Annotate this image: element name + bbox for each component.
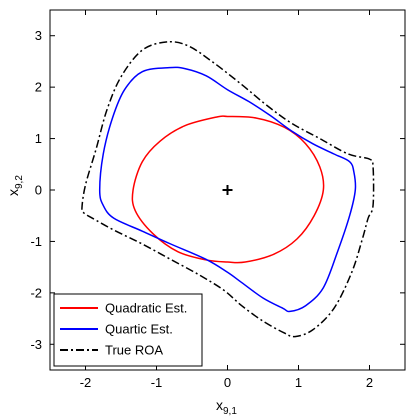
y-tick-label: 3 — [35, 28, 42, 43]
y-tick-label: -3 — [30, 337, 42, 352]
y-tick-label: -2 — [30, 285, 42, 300]
x-tick-label: 1 — [295, 375, 302, 390]
y-tick-label: 2 — [35, 80, 42, 95]
x-tick-label: 0 — [224, 375, 231, 390]
y-tick-label: 0 — [35, 183, 42, 198]
legend-label: Quartic Est. — [105, 322, 173, 337]
x-axis-label-main: x — [216, 397, 223, 413]
ticks-layer: -2 -1 0 1 2 -3 -2 -1 0 1 2 3 — [30, 10, 405, 390]
y-tick-label: 1 — [35, 131, 42, 146]
y-tick-label: -1 — [30, 234, 42, 249]
series-line-1 — [131, 115, 325, 264]
x-axis-label: x9,1 — [216, 397, 237, 417]
series-line-3 — [81, 40, 375, 338]
equilibrium-marker — [222, 185, 233, 195]
x-tick-label: -2 — [80, 375, 92, 390]
y-axis-label-subscript: 9,2 — [14, 175, 25, 189]
y-axis-label-main: x — [5, 189, 21, 196]
x-tick-label: 2 — [366, 375, 373, 390]
y-axis-label: x9,2 — [5, 175, 25, 196]
series-line-2 — [98, 66, 357, 313]
curves-layer — [81, 40, 375, 338]
legend-label: Quadratic Est. — [105, 301, 187, 316]
x-tick-label: -1 — [151, 375, 163, 390]
x-axis-label-subscript: 9,1 — [223, 406, 237, 417]
legend-label: True ROA — [105, 343, 163, 358]
legend: Quadratic Est. Quartic Est. True ROA — [53, 293, 203, 367]
